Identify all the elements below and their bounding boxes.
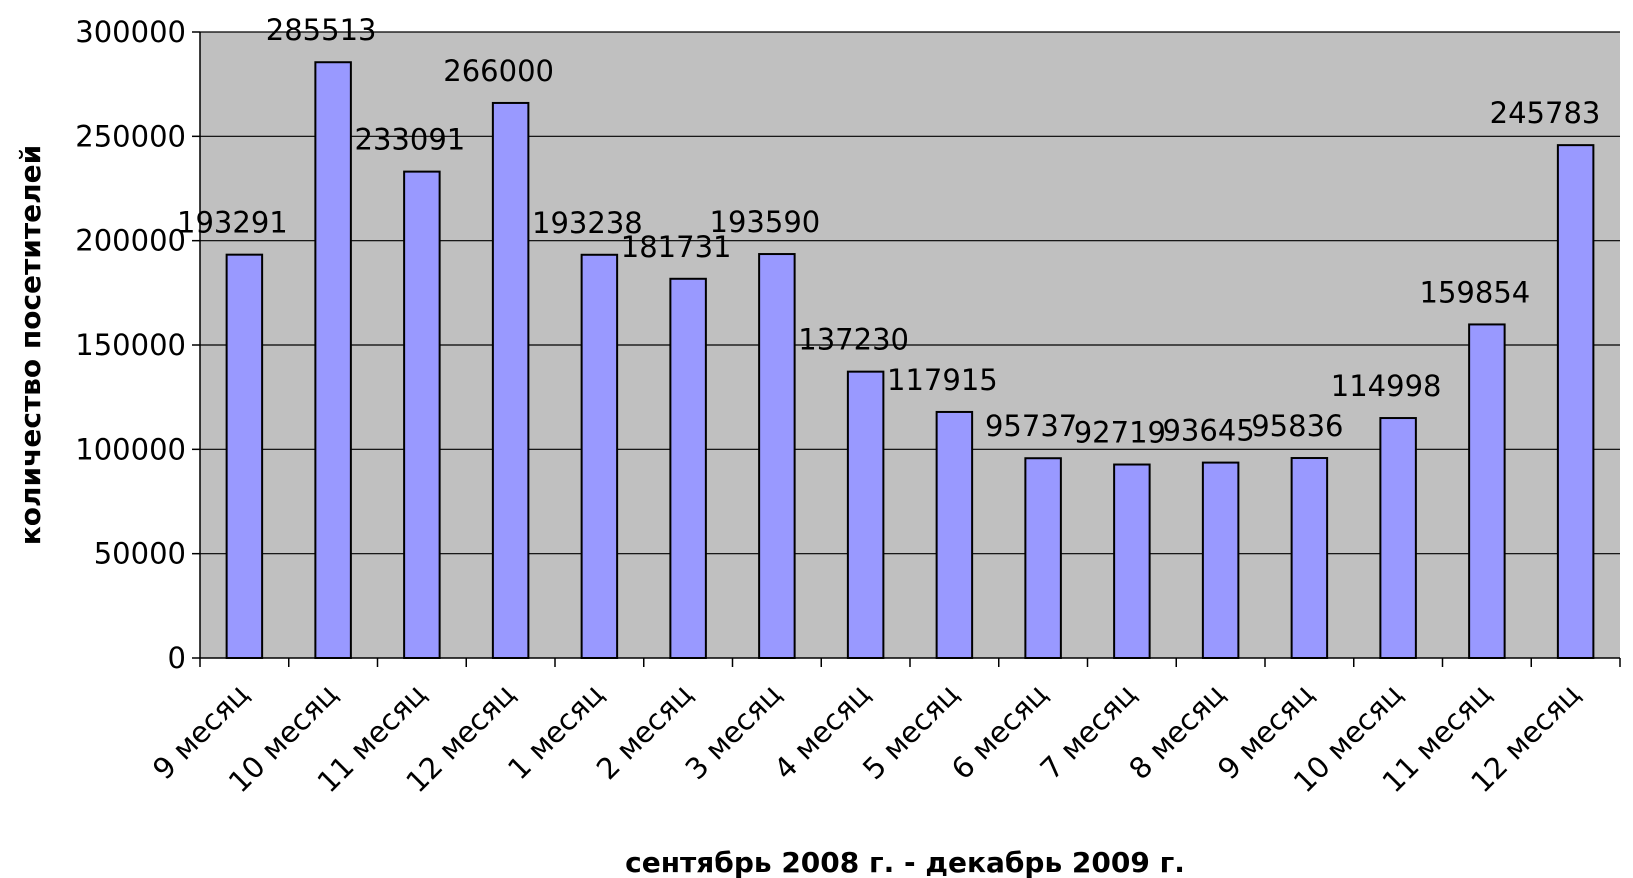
data-label: 93645 [1162,414,1254,448]
x-tick-label: 7 месяц [1034,677,1143,786]
bar [225,253,264,659]
y-tick-label: 200000 [75,224,186,258]
bar [1024,457,1062,659]
data-label: 233091 [355,123,466,157]
data-label: 193291 [177,206,288,240]
y-tick-label: 0 [168,641,186,675]
y-tick-label: 50000 [94,537,186,571]
bar [1468,323,1506,659]
y-tick-label: 250000 [75,119,186,153]
data-labels: 193291 285513 233091 266000 1932381817311935… [177,13,1600,449]
x-tick-label: 2 месяц [590,677,699,786]
bar [1290,457,1329,659]
x-axis-title: сентябрь 2008 г. - декабрь 2009 г. [625,846,1185,878]
bar [935,410,974,660]
y-axis-ticks: 0 50000 100000 150000 200000 250000 300000 [75,15,200,675]
bar [1556,144,1595,659]
x-tick-label: 4 месяц [767,677,876,786]
x-tick-label: 8 месяц [1122,677,1231,786]
bar [669,277,707,659]
bar [846,370,885,659]
data-label: 181731 [621,230,732,264]
data-label: 114998 [1331,369,1442,403]
bar [1379,417,1417,659]
bar [1201,461,1240,659]
y-tick-label: 150000 [75,328,186,362]
x-tick-label: 1 месяц [501,677,610,786]
bars [225,61,1595,660]
bar [580,253,619,659]
x-tick-label: 5 месяц [856,677,965,786]
data-label: 266000 [443,54,554,88]
bar [758,253,796,659]
data-label: 92719 [1074,416,1166,450]
bar [403,170,441,659]
bar [314,61,352,659]
data-label: 117915 [887,363,998,397]
x-tick-label: 6 месяц [945,677,1054,786]
y-tick-label: 300000 [75,15,186,49]
data-label: 95737 [985,409,1077,443]
y-tick-label: 100000 [75,432,186,466]
data-label: 95836 [1251,409,1343,443]
y-axis-title: количество посетителей [14,145,47,545]
bar [491,101,530,660]
data-label: 193238 [532,206,643,240]
data-label: 137230 [798,323,909,357]
bar [1113,463,1151,660]
data-label: 245783 [1490,96,1601,130]
x-tick-label: 3 месяц [679,677,788,786]
data-label: 159854 [1420,275,1531,309]
data-label: 193590 [710,205,821,239]
data-label: 285513 [266,13,377,47]
